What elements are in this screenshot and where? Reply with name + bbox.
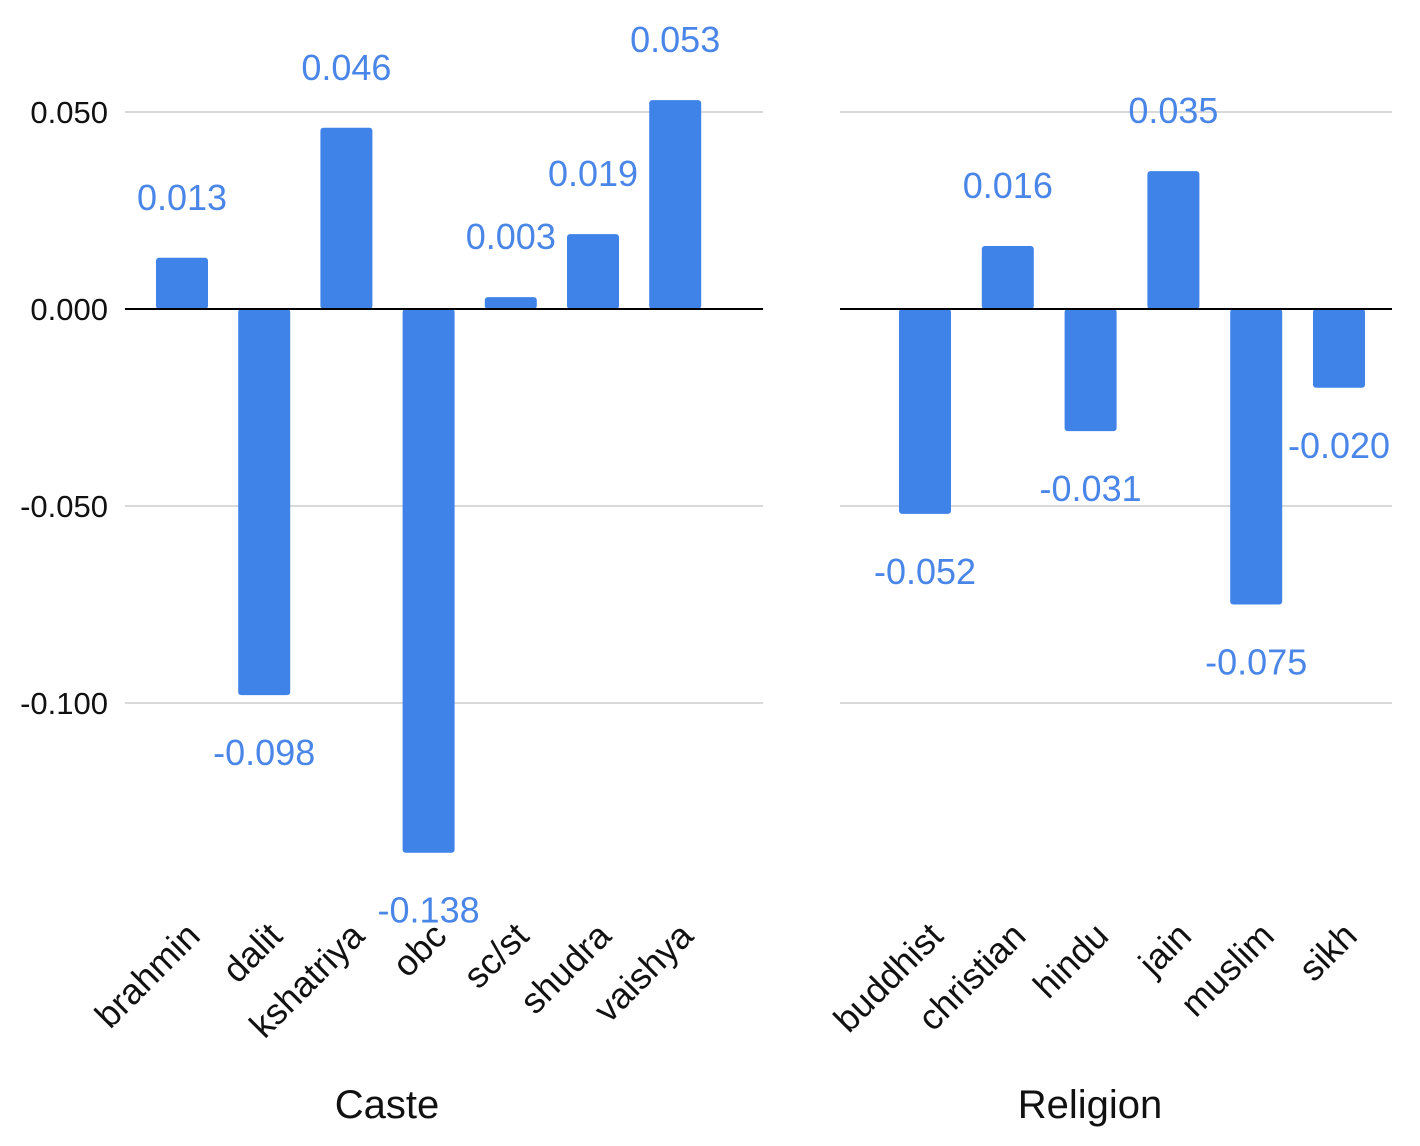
religion-bar-0 (899, 309, 951, 514)
caste-bar-0 (156, 257, 208, 309)
religion-bar-4 (1230, 309, 1283, 605)
caste-ytick-label: 0.000 (30, 292, 108, 327)
caste-category-label-0: brahmin (87, 915, 208, 1036)
religion-data-label-0: -0.052 (874, 551, 976, 592)
caste-bar-5 (567, 234, 619, 309)
religion-bar-1 (981, 245, 1034, 309)
religion-category-label-5: sikh (1290, 915, 1364, 989)
religion-data-label-2: -0.031 (1040, 468, 1142, 509)
caste-bar-1 (238, 309, 291, 696)
religion-bar-5 (1313, 309, 1365, 388)
religion-category-label-2: hindu (1025, 915, 1116, 1006)
caste-data-label-5: 0.019 (548, 153, 638, 194)
caste-data-label-2: 0.046 (301, 47, 391, 88)
chart-caste: 0.050 0.000 -0.050 -0.100 0.013 -0.098 0.046 -0… (20, 19, 763, 1127)
caste-data-label-1: -0.098 (213, 732, 315, 773)
caste-data-label-6: 0.053 (630, 19, 720, 60)
religion-category-label-3: jain (1130, 915, 1199, 984)
religion-data-label-3: 0.035 (1128, 90, 1218, 131)
religion-axis-title: Religion (1018, 1083, 1163, 1127)
caste-bar-3 (402, 309, 455, 853)
religion-data-label-1: 0.016 (963, 165, 1053, 206)
caste-bar-6 (649, 100, 702, 310)
religion-data-label-5: -0.020 (1288, 425, 1390, 466)
religion-bar-2 (1064, 309, 1117, 432)
caste-axis-title: Caste (335, 1083, 440, 1127)
caste-ytick-label: -0.100 (20, 686, 108, 721)
religion-bar-3 (1147, 171, 1200, 309)
caste-ytick-label: -0.050 (20, 489, 108, 524)
religion-data-label-4: -0.075 (1205, 642, 1307, 683)
caste-bar-4 (484, 297, 537, 309)
caste-data-label-3: -0.138 (378, 890, 480, 931)
caste-data-label-4: 0.003 (466, 216, 556, 257)
chart-religion: -0.0520.016-0.0310.035-0.075-0.020buddhi… (825, 90, 1392, 1127)
caste-data-label-0: 0.013 (137, 177, 227, 218)
caste-bar-2 (320, 127, 373, 309)
caste-ytick-label: 0.050 (30, 95, 108, 130)
religion-category-label-4: muslim (1172, 915, 1282, 1025)
